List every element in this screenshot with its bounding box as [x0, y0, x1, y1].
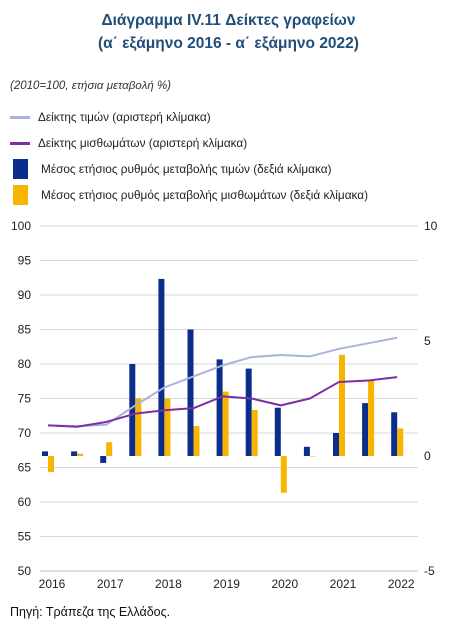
left-axis-tick-label: 80 — [18, 357, 32, 371]
x-axis-tick-label: 2019 — [213, 577, 240, 591]
chart-title-line1: Διάγραμμα IV.11 Δείκτες γραφείων — [101, 12, 356, 29]
legend-swatch-price-index — [10, 115, 30, 119]
bar-rent-change — [164, 398, 171, 456]
bar-rent-change — [280, 456, 287, 493]
bar-rent-change — [368, 380, 375, 456]
x-axis-tick-label: 2016 — [39, 577, 66, 591]
bar-rent-change — [251, 410, 258, 456]
bar-price-change — [216, 359, 223, 456]
left-axis-tick-label: 95 — [18, 254, 32, 268]
bar-price-change — [100, 456, 107, 463]
x-axis-tick-label: 2020 — [271, 577, 298, 591]
right-axis-tick-label: 0 — [424, 449, 431, 463]
left-axis-tick-label: 65 — [18, 461, 32, 475]
left-axis-tick-label: 90 — [18, 288, 32, 302]
left-axis-tick-label: 85 — [18, 323, 32, 337]
right-axis-tick-label: 10 — [424, 219, 438, 233]
bar-price-change — [158, 278, 165, 456]
left-axis-tick-label: 70 — [18, 426, 32, 440]
bar-rent-change — [106, 442, 113, 456]
legend-label-price-index: Δείκτης τιμών (αριστερή κλίμακα) — [38, 110, 211, 124]
legend-swatch-rent-index — [10, 141, 30, 145]
bar-price-change — [274, 407, 281, 456]
legend: Δείκτης τιμών (αριστερή κλίμακα) Δείκτης… — [10, 104, 368, 208]
legend-swatch-rent-change — [13, 185, 28, 205]
bar-price-change — [71, 451, 78, 456]
bar-price-change — [391, 412, 398, 456]
x-axis-tick-label: 2017 — [97, 577, 124, 591]
left-axis-tick-label: 75 — [18, 392, 32, 406]
bar-rent-change — [339, 354, 345, 456]
left-axis-tick-label: 50 — [18, 564, 32, 578]
bar-price-change — [362, 403, 369, 456]
right-axis-tick-label: 5 — [424, 334, 431, 348]
legend-item-price-change: Μέσος ετήσιος ρυθμός μεταβολής τιμών (δε… — [10, 156, 368, 182]
left-axis-tick-label: 60 — [18, 495, 32, 509]
x-axis-tick-label: 2022 — [388, 577, 415, 591]
bar-price-change — [42, 451, 48, 456]
bar-rent-change — [193, 426, 200, 456]
units-note: (2010=100, ετήσια μεταβολή %) — [10, 80, 171, 92]
legend-label-rent-index: Δείκτης μισθωμάτων (αριστερή κλίμακα) — [38, 136, 248, 150]
bar-price-change — [303, 446, 310, 456]
legend-item-rent-change: Μέσος ετήσιος ρυθμός μεταβολής μισθωμάτω… — [10, 182, 368, 208]
source-note: Πηγή: Τράπεζα της Ελλάδος. — [10, 605, 171, 619]
legend-item-price-index: Δείκτης τιμών (αριστερή κλίμακα) — [10, 104, 368, 130]
line-price-index — [47, 336, 398, 428]
bar-rent-change — [222, 391, 229, 456]
legend-item-rent-index: Δείκτης μισθωμάτων (αριστερή κλίμακα) — [10, 130, 368, 156]
legend-label-rent-change: Μέσος ετήσιος ρυθμός μεταβολής μισθωμάτω… — [41, 188, 369, 202]
left-axis-tick-label: 55 — [18, 530, 32, 544]
chart-title-line2: (α΄ εξάμηνο 2016 - α΄ εξάμηνο 2022) — [98, 35, 359, 52]
right-axis-tick-label: -5 — [424, 564, 435, 578]
bar-price-change — [245, 368, 252, 456]
line-rent-index — [47, 376, 398, 428]
bar-price-change — [129, 364, 136, 456]
left-axis-tick-label: 100 — [11, 219, 31, 233]
x-axis-tick-label: 2018 — [155, 577, 182, 591]
bar-price-change — [187, 329, 194, 456]
bar-price-change — [333, 433, 339, 456]
bar-rent-change — [309, 456, 316, 457]
bar-rent-change — [48, 456, 54, 473]
bar-rent-change — [135, 398, 142, 456]
bar-rent-change — [77, 453, 84, 456]
legend-label-price-change: Μέσος ετήσιος ρυθμός μεταβολής τιμών (δε… — [41, 162, 332, 176]
x-axis-tick-label: 2021 — [330, 577, 357, 591]
legend-swatch-price-change — [13, 159, 28, 179]
chart-plot: 50 55 60 65 70 75 80 85 90 95 100 -5 0 5 10 2016 2017 201… — [11, 219, 438, 591]
bar-rent-change — [397, 428, 404, 456]
